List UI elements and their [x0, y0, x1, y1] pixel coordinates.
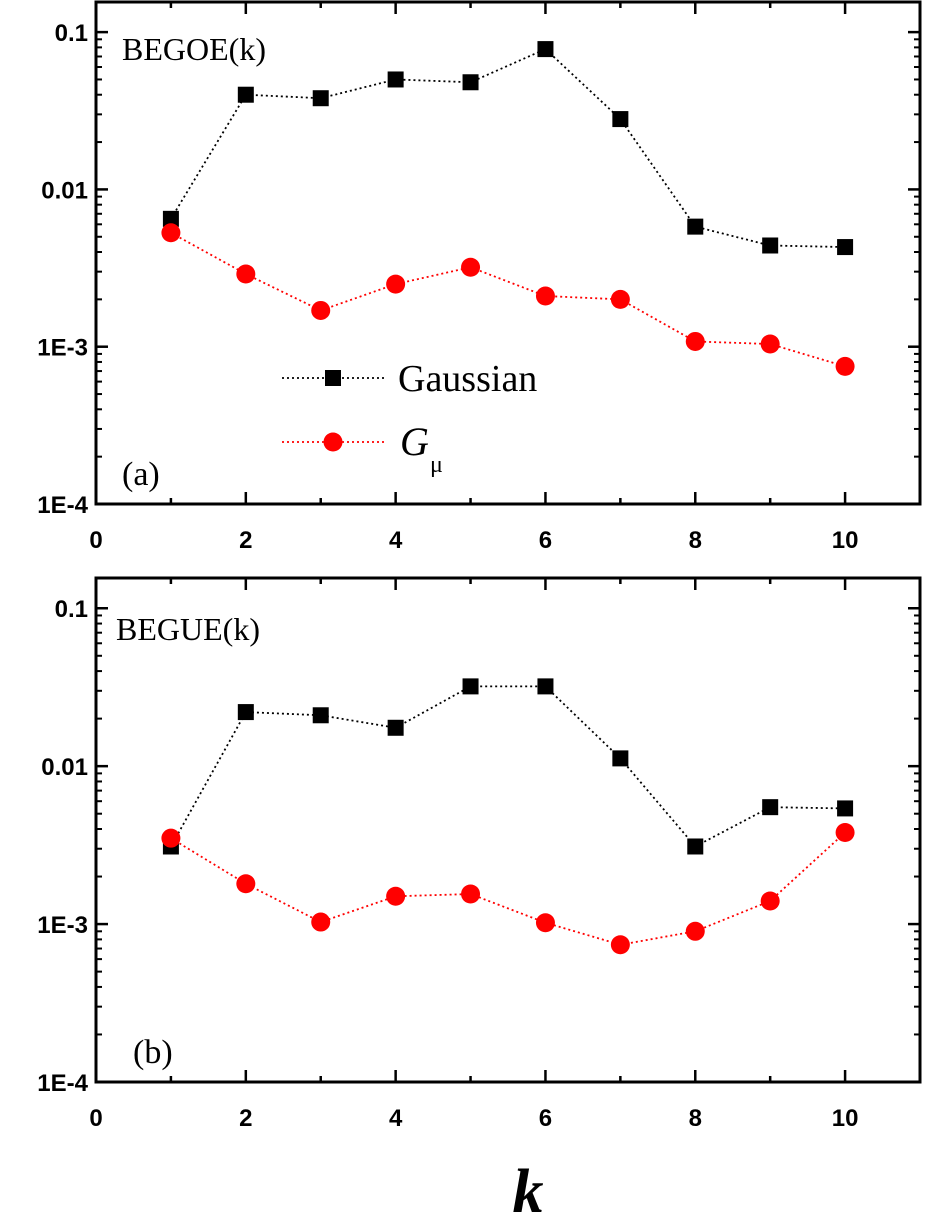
legend-label-g: G	[400, 419, 429, 464]
data-point-circle	[760, 334, 780, 354]
x-tick-label: 8	[689, 527, 702, 554]
data-point-square	[537, 41, 554, 58]
data-point-circle	[685, 331, 705, 351]
y-tick-label: 0.1	[55, 20, 88, 47]
series-line-gaussian	[170, 48, 846, 248]
x-tick-label: 0	[89, 1105, 102, 1132]
data-point-circle	[535, 913, 555, 933]
y-tick-label: 1E-3	[37, 335, 88, 362]
data-point-circle	[161, 223, 181, 243]
series-line-gaussian	[170, 685, 846, 848]
data-point-square	[687, 838, 704, 855]
data-point-square	[237, 704, 254, 721]
data-point-circle	[386, 274, 406, 294]
data-point-square	[762, 799, 779, 816]
data-point-square	[612, 111, 629, 128]
y-tick-label: 1E-4	[37, 492, 88, 519]
data-point-circle	[610, 289, 630, 309]
panel-label: (a)	[122, 456, 160, 493]
data-point-square	[312, 707, 329, 724]
data-point-circle	[835, 823, 855, 843]
data-point-circle	[386, 886, 406, 906]
data-point-square	[687, 218, 704, 235]
series-line-g-mu	[170, 231, 846, 368]
x-tick-label: 0	[89, 527, 102, 554]
legend-marker-circle	[323, 432, 343, 452]
data-point-square	[762, 237, 779, 254]
data-point-square	[387, 71, 404, 88]
data-point-square	[837, 800, 854, 817]
data-point-circle	[161, 828, 181, 848]
data-point-square	[462, 74, 479, 91]
x-tick-label: 2	[239, 1105, 252, 1132]
x-tick-label: 2	[239, 527, 252, 554]
y-tick-label: 0.1	[55, 596, 88, 623]
panel-annotation: BEGOE(k)	[122, 31, 266, 67]
data-point-circle	[835, 356, 855, 376]
y-tick-label: 0.01	[41, 177, 88, 204]
data-point-square	[312, 90, 329, 107]
data-point-square	[612, 750, 629, 767]
data-point-circle	[236, 264, 256, 284]
series-line-g-mu	[170, 831, 846, 946]
data-point-circle	[535, 286, 555, 306]
panel-annotation: BEGUE(k)	[116, 611, 260, 647]
data-point-circle	[610, 935, 630, 955]
data-point-square	[237, 86, 254, 103]
data-point-circle	[461, 884, 481, 904]
panel-label: (b)	[133, 1034, 173, 1071]
data-point-circle	[685, 921, 705, 941]
plot-frame	[94, 576, 922, 1084]
x-tick-label: 10	[832, 527, 859, 554]
data-point-circle	[311, 300, 331, 320]
y-tick-label: 1E-3	[37, 912, 88, 939]
data-point-circle	[236, 874, 256, 894]
legend-label-mu: μ	[430, 452, 443, 478]
panel-b: 0 2 4 6 8 10 1E-4 1E-3 0.01 0.1 BEGUE(k) (b)	[37, 576, 922, 1132]
data-point-square	[462, 678, 479, 695]
x-tick-label: 4	[389, 527, 403, 554]
x-tick-label: 8	[689, 1105, 702, 1132]
plot-frame	[94, 0, 922, 506]
x-tick-label: 6	[539, 1105, 552, 1132]
data-point-square	[537, 678, 554, 695]
data-point-circle	[760, 891, 780, 911]
legend-marker-square	[325, 370, 341, 386]
data-point-square	[837, 239, 854, 256]
data-point-circle	[461, 257, 481, 277]
x-axis-label: k	[513, 1158, 544, 1226]
data-point-square	[162, 210, 179, 227]
x-tick-label: 6	[539, 527, 552, 554]
x-tick-label: 4	[389, 1105, 403, 1132]
panel-a: 0 2 4 6 8 10 1E-4 1E-3 0.01 0.1 BEGOE(k) (a) Gaussia…	[37, 0, 922, 554]
data-point-circle	[311, 912, 331, 932]
data-point-square	[387, 719, 404, 736]
y-tick-label: 0.01	[41, 754, 88, 781]
x-tick-label: 10	[832, 1105, 859, 1132]
legend-label-gaussian: Gaussian	[398, 358, 537, 400]
y-tick-label: 1E-4	[37, 1070, 88, 1097]
